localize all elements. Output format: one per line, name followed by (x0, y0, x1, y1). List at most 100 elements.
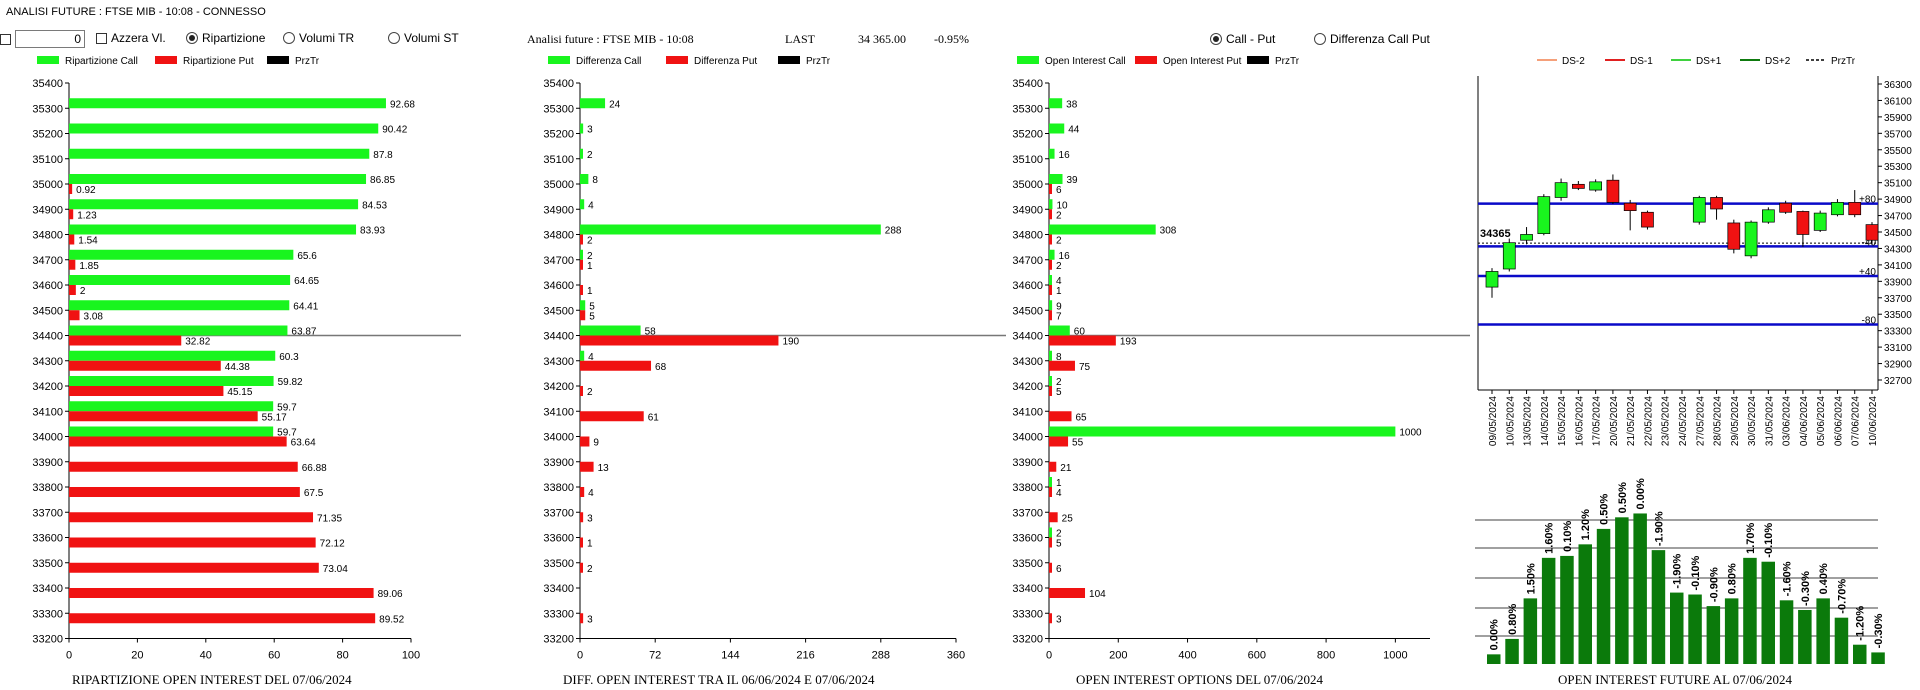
last-value: 34 365.00 (858, 32, 906, 46)
candle-date-label: 10/06/2024 (1868, 396, 1879, 446)
p1-x-tick-label: 20 (131, 650, 143, 662)
future-bar-label: -0.10% (1690, 555, 1702, 590)
p1-put-bar (69, 436, 287, 447)
select-checkbox[interactable] (0, 33, 11, 45)
p3-call-bar (1049, 174, 1063, 184)
p1-put-label: 89.06 (378, 589, 403, 600)
radio-diff-call-put[interactable]: Differenza Call Put (1314, 32, 1430, 46)
radio-call-put[interactable]: Call - Put (1210, 32, 1275, 46)
future-bar-label: 0.10% (1562, 521, 1574, 552)
future-bar (1688, 594, 1702, 664)
p1-legend-label-1: Ripartizione Put (183, 56, 254, 67)
p2-y-tick-label: 33600 (543, 533, 574, 545)
p3-call-bar (1049, 477, 1052, 487)
p3-put-bar (1049, 613, 1052, 624)
p1-y-tick-label: 34000 (32, 432, 63, 444)
p1-put-bar (69, 259, 76, 270)
p1-call-bar (69, 199, 359, 210)
p1-y-tick-label: 33900 (32, 457, 63, 469)
p3-call-label: 8 (1056, 352, 1062, 363)
p1-call-label: 60.3 (279, 352, 299, 363)
azzera-option[interactable]: Azzera Vl. (96, 31, 166, 45)
candle-body (1762, 209, 1775, 223)
p2-y-tick-label: 35400 (543, 78, 574, 90)
p3-put-label: 6 (1056, 564, 1062, 575)
p2-call-bar (580, 350, 585, 361)
p1-put-label: 67.5 (304, 488, 324, 499)
p1-put-bar (69, 537, 316, 548)
p3-y-tick-label: 33900 (1012, 457, 1043, 469)
p2-call-label: 2 (587, 251, 593, 262)
p2-y-tick-label: 35200 (543, 129, 574, 141)
candle-y-tick-label: 35700 (1884, 129, 1912, 140)
p3-put-label: 2 (1056, 210, 1062, 221)
candle-date-label: 14/05/2024 (1540, 396, 1551, 446)
radio-ripartizione[interactable]: Ripartizione (186, 31, 265, 45)
p1-put-bar (69, 234, 75, 245)
p1-put-label: 44.38 (225, 362, 250, 373)
candle-date-label: 30/05/2024 (1747, 396, 1758, 446)
radio-volumi-st-dot[interactable] (388, 32, 400, 44)
radio-volumi-st[interactable]: Volumi ST (388, 31, 459, 45)
candle-date-label: 31/05/2024 (1764, 396, 1775, 446)
p2-x-tick-label: 72 (649, 650, 661, 662)
p2-put-bar (580, 487, 585, 497)
p3-legend-label-2: PrzTr (1275, 56, 1300, 67)
p3-put-bar (1049, 335, 1116, 346)
candle-date-label: 13/05/2024 (1523, 396, 1534, 446)
future-bar-label: -0.10% (1763, 523, 1775, 558)
p3-put-bar (1049, 436, 1069, 447)
p2-call-label: 5 (589, 301, 595, 312)
p2-y-tick-label: 34100 (543, 406, 574, 418)
future-bar-label: 0.40% (1818, 563, 1830, 594)
p2-call-label: 24 (609, 99, 621, 110)
p2-y-tick-label: 35300 (543, 103, 574, 115)
p3-put-label: 1 (1056, 286, 1062, 297)
p3-put-label: 5 (1056, 387, 1062, 398)
p2-put-label: 3 (587, 513, 593, 524)
radio-diff-call-put-dot[interactable] (1314, 33, 1326, 45)
p3-y-tick-label: 34900 (1012, 204, 1043, 216)
radio-volumi-tr[interactable]: Volumi TR (283, 31, 354, 45)
candle-legend-label-1: DS-1 (1630, 56, 1653, 67)
radio-volumi-tr-dot[interactable] (283, 32, 295, 44)
p2-y-tick-label: 33300 (543, 608, 574, 620)
p2-put-bar (580, 613, 584, 624)
p1-put-label: 55.17 (262, 412, 287, 423)
radio-call-put-dot[interactable] (1210, 33, 1222, 45)
future-bar (1834, 617, 1849, 664)
p3-put-label: 6 (1056, 185, 1062, 196)
p3-put-bar (1049, 285, 1052, 295)
p1-call-bar (69, 376, 274, 386)
radio-ripartizione-dot[interactable] (186, 32, 198, 44)
future-bar-label: -1.60% (1782, 561, 1794, 596)
p3-put-bar (1049, 537, 1052, 548)
candle-date-label: 20/05/2024 (1609, 396, 1620, 446)
p1-legend-swatch-1 (155, 56, 177, 64)
p1-put-bar (69, 285, 76, 295)
candle-date-label: 23/05/2024 (1661, 396, 1672, 446)
p3-put-bar (1049, 386, 1052, 396)
azzera-label: Azzera Vl. (111, 31, 166, 45)
candle-y-tick-label: 34100 (1884, 261, 1912, 272)
p2-y-tick-label: 35000 (543, 179, 574, 191)
window-title: ANALISI FUTURE : FTSE MIB - 10:08 - CONN… (6, 6, 266, 18)
p1-y-tick-label: 33300 (32, 608, 63, 620)
future-bar (1761, 561, 1775, 664)
p2-call-bar (580, 325, 641, 336)
number-input[interactable]: 0 (15, 30, 85, 48)
p1-y-tick-label: 33600 (32, 533, 63, 545)
candle-date-label: 07/06/2024 (1851, 396, 1862, 446)
p2-put-bar (580, 512, 584, 523)
p1-put-label: 71.35 (317, 513, 342, 524)
p1-y-tick-label: 35300 (32, 103, 63, 115)
p2-put-bar (580, 259, 583, 270)
p2-x-tick-label: 0 (577, 650, 583, 662)
p2-y-tick-label: 33900 (543, 457, 574, 469)
radio-volumi-st-label: Volumi ST (404, 31, 459, 45)
p1-call-bar (69, 98, 386, 109)
future-bar (1578, 544, 1592, 664)
p1-call-bar (69, 249, 294, 260)
azzera-checkbox[interactable] (96, 32, 107, 44)
candle-date-label: 04/06/2024 (1799, 396, 1810, 446)
